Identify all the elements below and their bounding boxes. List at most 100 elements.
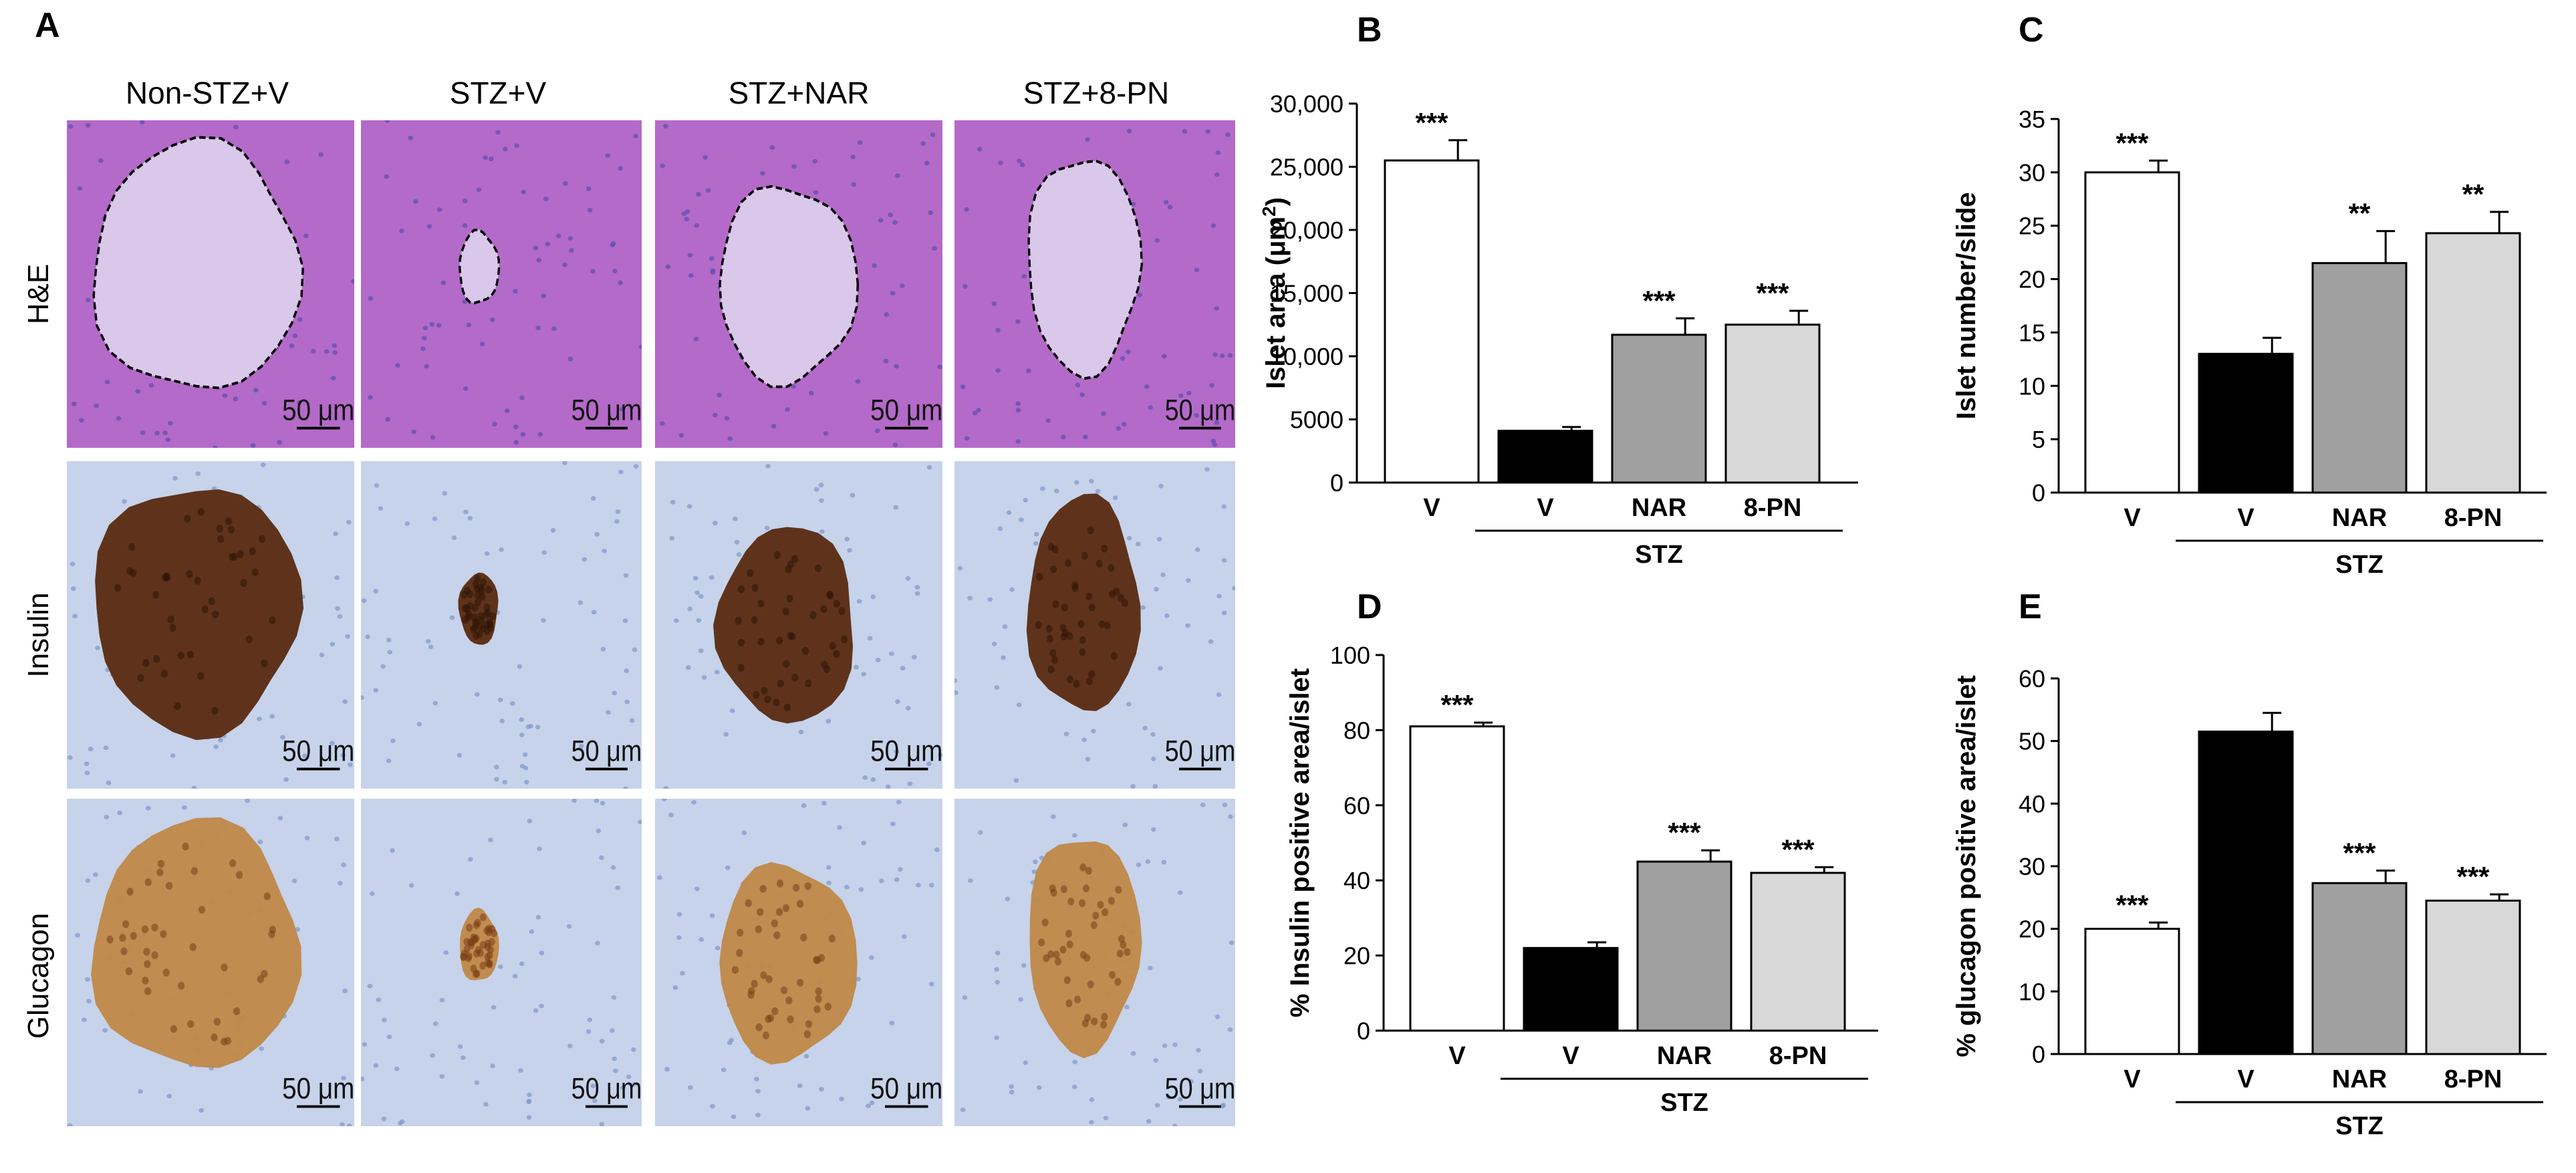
micrograph-glucagon-stz-v: 50 μm: [361, 799, 642, 1126]
category-label: 8-PN: [1744, 494, 1802, 522]
scale-bar-label: 50 μm: [1165, 735, 1235, 767]
scale-bar: 50 μm: [870, 393, 942, 430]
scale-bar: 50 μm: [870, 734, 942, 771]
significance-label: ***: [2343, 837, 2376, 869]
y-tick-label: 15,000: [1270, 280, 1343, 307]
bar: [1497, 430, 1593, 484]
panel-letter: D: [1357, 588, 1382, 626]
y-tick-label: 20,000: [1270, 217, 1343, 244]
scale-bar: 50 μm: [282, 393, 354, 430]
y-tick-label: 0: [2032, 1041, 2045, 1068]
category-label: 8-PN: [1769, 1042, 1827, 1070]
micrograph-he-stz-v: 50 μm: [361, 120, 642, 448]
scale-bar-label: 50 μm: [282, 1071, 354, 1105]
chart-islet-area: B 0 5000 10,000 15,000 20,000 25,000 30,000 Isle…: [1259, 11, 1858, 569]
panel-a-letter: A: [35, 6, 60, 45]
y-tick-label: 60: [1343, 792, 1370, 819]
y-tick-label: 50: [2019, 728, 2045, 755]
bar: [1409, 725, 1505, 1032]
category-label: NAR: [2332, 1065, 2387, 1093]
significance-label: ***: [1668, 817, 1701, 848]
scale-bar-label: 50 μm: [870, 1071, 942, 1105]
micrograph-he-non-stz-v: 50 μm: [67, 120, 354, 448]
bar: [2311, 882, 2408, 1055]
y-tick-label: 10,000: [1270, 343, 1343, 370]
group-label: STZ: [1660, 1089, 1708, 1117]
significance-label: ***: [1440, 689, 1474, 721]
bar: [1523, 946, 1619, 1032]
group-label: STZ: [1635, 541, 1683, 569]
y-tick-label: 10: [2019, 978, 2045, 1005]
column-header-stz-8pn: STZ+8-PN: [1023, 76, 1170, 110]
scale-bar: 50 μm: [282, 1071, 354, 1108]
y-tick-label: 35: [2019, 106, 2045, 133]
scale-bar: 50 μm: [571, 735, 642, 771]
y-tick-label: 25: [2019, 213, 2045, 240]
column-header-stz-v: STZ+V: [449, 76, 547, 110]
micrograph-glucagon-stz-nar: 50 μm: [655, 799, 942, 1126]
bar: [2311, 262, 2408, 494]
scale-bar: 50 μm: [571, 394, 642, 430]
panel-letter: C: [2019, 11, 2044, 49]
scale-bar-label: 50 μm: [571, 1072, 642, 1105]
bar: [1611, 334, 1707, 484]
micrograph-insulin-stz-8pn: 50 μm: [954, 461, 1235, 789]
y-tick-label: 0: [1357, 1017, 1370, 1045]
significance-label: ***: [1642, 285, 1676, 316]
group-label: STZ: [2335, 1112, 2384, 1140]
scale-bar: 50 μm: [1165, 735, 1235, 771]
micrograph-glucagon-non-stz-v: 50 μm: [67, 799, 354, 1126]
category-label: V: [1448, 1042, 1466, 1070]
panel-letter: E: [2019, 588, 2042, 626]
bar: [1636, 860, 1732, 1032]
bar: [2084, 171, 2180, 494]
category-label: V: [2123, 1065, 2141, 1093]
significance-label: ***: [1781, 834, 1815, 866]
y-tick-label: 0: [1330, 469, 1343, 497]
chart-islet-number: C 0 5 10 15 20 25 30 35 Islet number/slide *** V V **…: [1952, 11, 2547, 579]
scale-bar-label: 50 μm: [282, 393, 354, 426]
column-header-non-stz-v: Non-STZ+V: [125, 76, 289, 110]
micrograph-insulin-non-stz-v: 50 μm: [67, 461, 354, 789]
significance-label: ***: [1756, 277, 1789, 309]
scale-bar-label: 50 μm: [870, 393, 942, 426]
category-label: 8-PN: [2444, 1065, 2502, 1093]
category-label: V: [1537, 494, 1554, 522]
category-label: V: [2123, 504, 2141, 532]
significance-label: **: [2462, 178, 2484, 210]
category-label: V: [1423, 494, 1440, 522]
scale-bar-label: 50 μm: [1165, 1072, 1235, 1105]
y-tick-label: 40: [2019, 790, 2045, 817]
chart-glucagon-area: E 0 10 20 30 40 50 60 % glucagon positive area/i…: [1952, 588, 2547, 1140]
row-header-glucagon: Glucagon: [22, 912, 55, 1039]
y-axis-label: % Insulin positive area/islet: [1285, 668, 1315, 1017]
scale-bar-label: 50 μm: [870, 734, 942, 767]
bar: [1384, 159, 1480, 484]
bar: [1750, 872, 1846, 1032]
category-label: NAR: [1657, 1042, 1712, 1070]
scale-bar: 50 μm: [1165, 1072, 1235, 1108]
bar: [2084, 928, 2180, 1055]
category-label: V: [1562, 1042, 1579, 1070]
scale-bar-label: 50 μm: [571, 394, 642, 426]
scale-bar-label: 50 μm: [571, 735, 642, 767]
column-header-stz-nar: STZ+NAR: [728, 76, 870, 110]
chart-insulin-area: D 0 20 40 60 80 100 % Insulin positive area/isl…: [1285, 588, 1878, 1117]
bar: [2425, 232, 2521, 494]
bar: [2198, 731, 2294, 1055]
micrograph-insulin-stz-v: 50 μm: [361, 461, 642, 789]
y-tick-label: 5000: [1290, 406, 1343, 434]
micrograph-he-stz-8pn: 50 μm: [954, 120, 1235, 448]
scale-bar-label: 50 μm: [1165, 394, 1235, 426]
group-label: STZ: [2335, 551, 2384, 579]
bar: [2425, 900, 2521, 1055]
significance-label: ***: [2115, 127, 2149, 158]
scale-bar: 50 μm: [282, 734, 354, 771]
y-axis-label: % glucagon positive area/islet: [1952, 675, 1981, 1057]
bar: [2198, 352, 2294, 494]
category-label: NAR: [2332, 504, 2387, 532]
scale-bar: 50 μm: [870, 1071, 942, 1108]
y-tick-label: 0: [2032, 479, 2045, 507]
micrograph-glucagon-stz-8pn: 50 μm: [954, 799, 1235, 1126]
scale-bar: 50 μm: [1165, 394, 1235, 430]
